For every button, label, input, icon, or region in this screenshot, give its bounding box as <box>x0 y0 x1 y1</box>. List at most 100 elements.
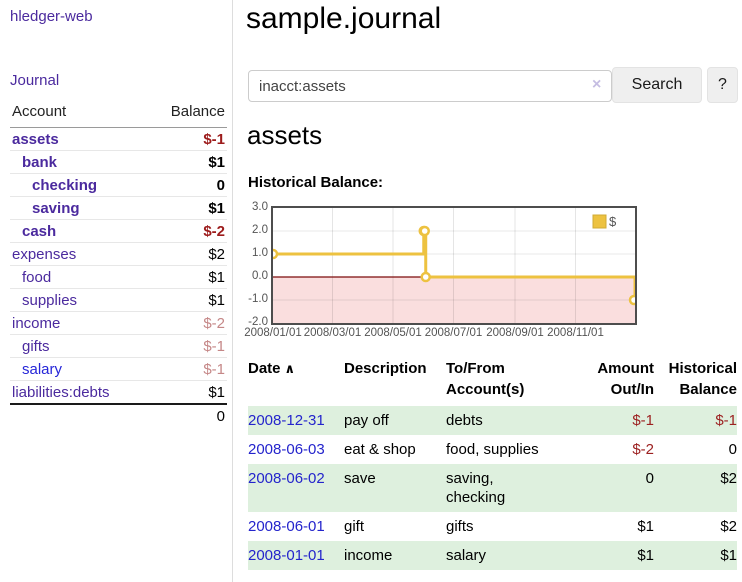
accounts-header: Account Balance <box>10 100 227 128</box>
register-row: 2008-06-01 gift gifts $1 $2 <box>248 512 737 541</box>
y-axis-tick-label: 0.0 <box>252 270 268 282</box>
account-row-cash: cash $-2 <box>10 220 227 243</box>
account-link-supplies[interactable]: supplies <box>22 291 78 309</box>
clear-search-icon[interactable]: × <box>592 76 602 93</box>
y-axis-tick-label: 3.0 <box>252 201 268 213</box>
register-row: 2008-06-03 eat & shop food, supplies $-2 0 <box>248 435 737 464</box>
y-axis-tick-label: 1.0 <box>252 247 268 259</box>
account-balance: $1 <box>208 153 225 171</box>
account-link-cash[interactable]: cash <box>22 222 57 240</box>
accounts-header-balance: Balance <box>170 103 225 120</box>
register-table: Date ∧ Description To/From Account(s) Amo… <box>248 356 737 570</box>
cell-date: 2008-12-31 <box>248 406 344 435</box>
register-header-row: Date ∧ Description To/From Account(s) Amo… <box>248 356 737 406</box>
balance-chart[interactable]: $ <box>267 206 640 325</box>
register-row: 2008-12-31 pay off debts $-1 $-1 <box>248 406 737 435</box>
register-row: 2008-06-02 save saving, checking 0 $2 <box>248 464 737 512</box>
transaction-date-link[interactable]: 2008-06-01 <box>248 518 325 535</box>
y-axis-tick-label: 2.0 <box>252 224 268 236</box>
account-link-expenses[interactable]: expenses <box>12 245 77 263</box>
cell-amount: $1 <box>574 541 654 570</box>
accounts-panel: Account Balance assets $-1 bank $1 checking 0… <box>10 100 227 428</box>
cell-amount: $1 <box>637 518 654 535</box>
transaction-date-link[interactable]: 2008-06-02 <box>248 470 325 487</box>
account-row-liabilities-debts: liabilities:debts $1 <box>10 381 227 403</box>
cell-date: 2008-01-01 <box>248 541 344 570</box>
account-row-supplies: supplies $1 <box>10 289 227 312</box>
sidebar-item-journal[interactable]: Journal <box>10 72 60 89</box>
brand-link[interactable]: hledger-web <box>10 8 93 25</box>
transaction-date-link[interactable]: 2008-06-03 <box>248 441 325 458</box>
chart-title: Historical Balance: <box>248 174 384 191</box>
cell-description: income <box>344 541 446 570</box>
account-link-bank[interactable]: bank <box>22 153 58 171</box>
account-link-assets[interactable]: assets <box>12 130 59 148</box>
cell-balance: $1 <box>654 541 737 570</box>
negative-region <box>273 277 635 323</box>
account-balance: $1 <box>208 268 225 286</box>
x-axis-tick-label: 2008/05/01 <box>364 327 422 339</box>
account-row-salary: salary $-1 <box>10 358 227 381</box>
accounts-list: assets $-1 bank $1 checking 0 saving $1 cash $-2 e… <box>10 128 227 403</box>
cell-date: 2008-06-02 <box>248 464 344 512</box>
cell-accounts: debts <box>446 406 574 435</box>
y-axis-tick-label: -2.0 <box>248 316 268 328</box>
account-link-liabilities-debts[interactable]: liabilities:debts <box>12 383 110 401</box>
cell-balance: $-1 <box>654 406 737 435</box>
search-input[interactable] <box>248 70 612 102</box>
cell-description: eat & shop <box>344 441 416 458</box>
cell-description: pay off <box>344 406 446 435</box>
sidebar-divider <box>232 0 233 582</box>
account-link-saving[interactable]: saving <box>32 199 80 217</box>
accounts-total-row: 0 <box>10 403 227 428</box>
column-header-date-label: Date <box>248 360 281 377</box>
data-point-marker <box>267 248 279 260</box>
x-axis-tick-label: 2008/01/01 <box>244 327 302 339</box>
account-balance: $-2 <box>203 314 225 332</box>
data-point-marker <box>419 225 430 237</box>
account-balance: $1 <box>208 291 225 309</box>
x-axis-tick-label: 2008/09/01 <box>486 327 544 339</box>
account-row-bank: bank $1 <box>10 151 227 174</box>
account-row-income: income $-2 <box>10 312 227 335</box>
search-button[interactable]: Search <box>612 67 702 103</box>
cell-accounts: salary <box>446 541 574 570</box>
transaction-date-link[interactable]: 2008-01-01 <box>248 547 325 564</box>
account-row-assets: assets $-1 <box>10 128 227 151</box>
data-point-marker <box>628 294 640 306</box>
account-balance: $1 <box>208 199 225 217</box>
account-link-gifts[interactable]: gifts <box>22 337 50 355</box>
balance-chart-svg: $ <box>267 208 640 323</box>
transaction-date-link[interactable]: 2008-12-31 <box>248 412 325 429</box>
account-row-checking: checking 0 <box>10 174 227 197</box>
column-header-amount: Amount Out/In <box>597 360 654 398</box>
account-balance: $2 <box>208 245 225 263</box>
cell-description: save <box>344 464 446 512</box>
sort-asc-icon: ∧ <box>284 361 296 376</box>
account-balance: $1 <box>208 383 225 401</box>
account-balance: $-1 <box>203 337 225 355</box>
account-row-food: food $1 <box>10 266 227 289</box>
column-header-account: To/From Account(s) <box>446 360 525 398</box>
account-row-expenses: expenses $2 <box>10 243 227 266</box>
column-header-date[interactable]: Date ∧ <box>248 356 344 406</box>
help-button[interactable]: ? <box>707 67 738 103</box>
cell-amount: $-2 <box>632 441 654 458</box>
account-balance: $-1 <box>203 130 225 148</box>
account-balance: $-2 <box>203 222 225 240</box>
account-row-saving: saving $1 <box>10 197 227 220</box>
x-axis-tick-label: 2008/03/01 <box>303 327 362 339</box>
accounts-total-value: 0 <box>216 408 225 425</box>
register-row: 2008-01-01 income salary $1 $1 <box>248 541 737 570</box>
y-axis-tick-label: -1.0 <box>248 293 268 305</box>
account-link-checking[interactable]: checking <box>32 176 98 194</box>
x-axis-tick-label: 2008/11/01 <box>547 327 604 339</box>
account-balance: 0 <box>216 176 225 194</box>
account-link-food[interactable]: food <box>22 268 52 286</box>
cell-amount: 0 <box>574 464 654 512</box>
accounts-header-account: Account <box>12 103 67 120</box>
account-link-salary[interactable]: salary <box>22 360 63 378</box>
cell-date: 2008-06-01 <box>248 512 344 541</box>
account-link-income[interactable]: income <box>12 314 61 332</box>
